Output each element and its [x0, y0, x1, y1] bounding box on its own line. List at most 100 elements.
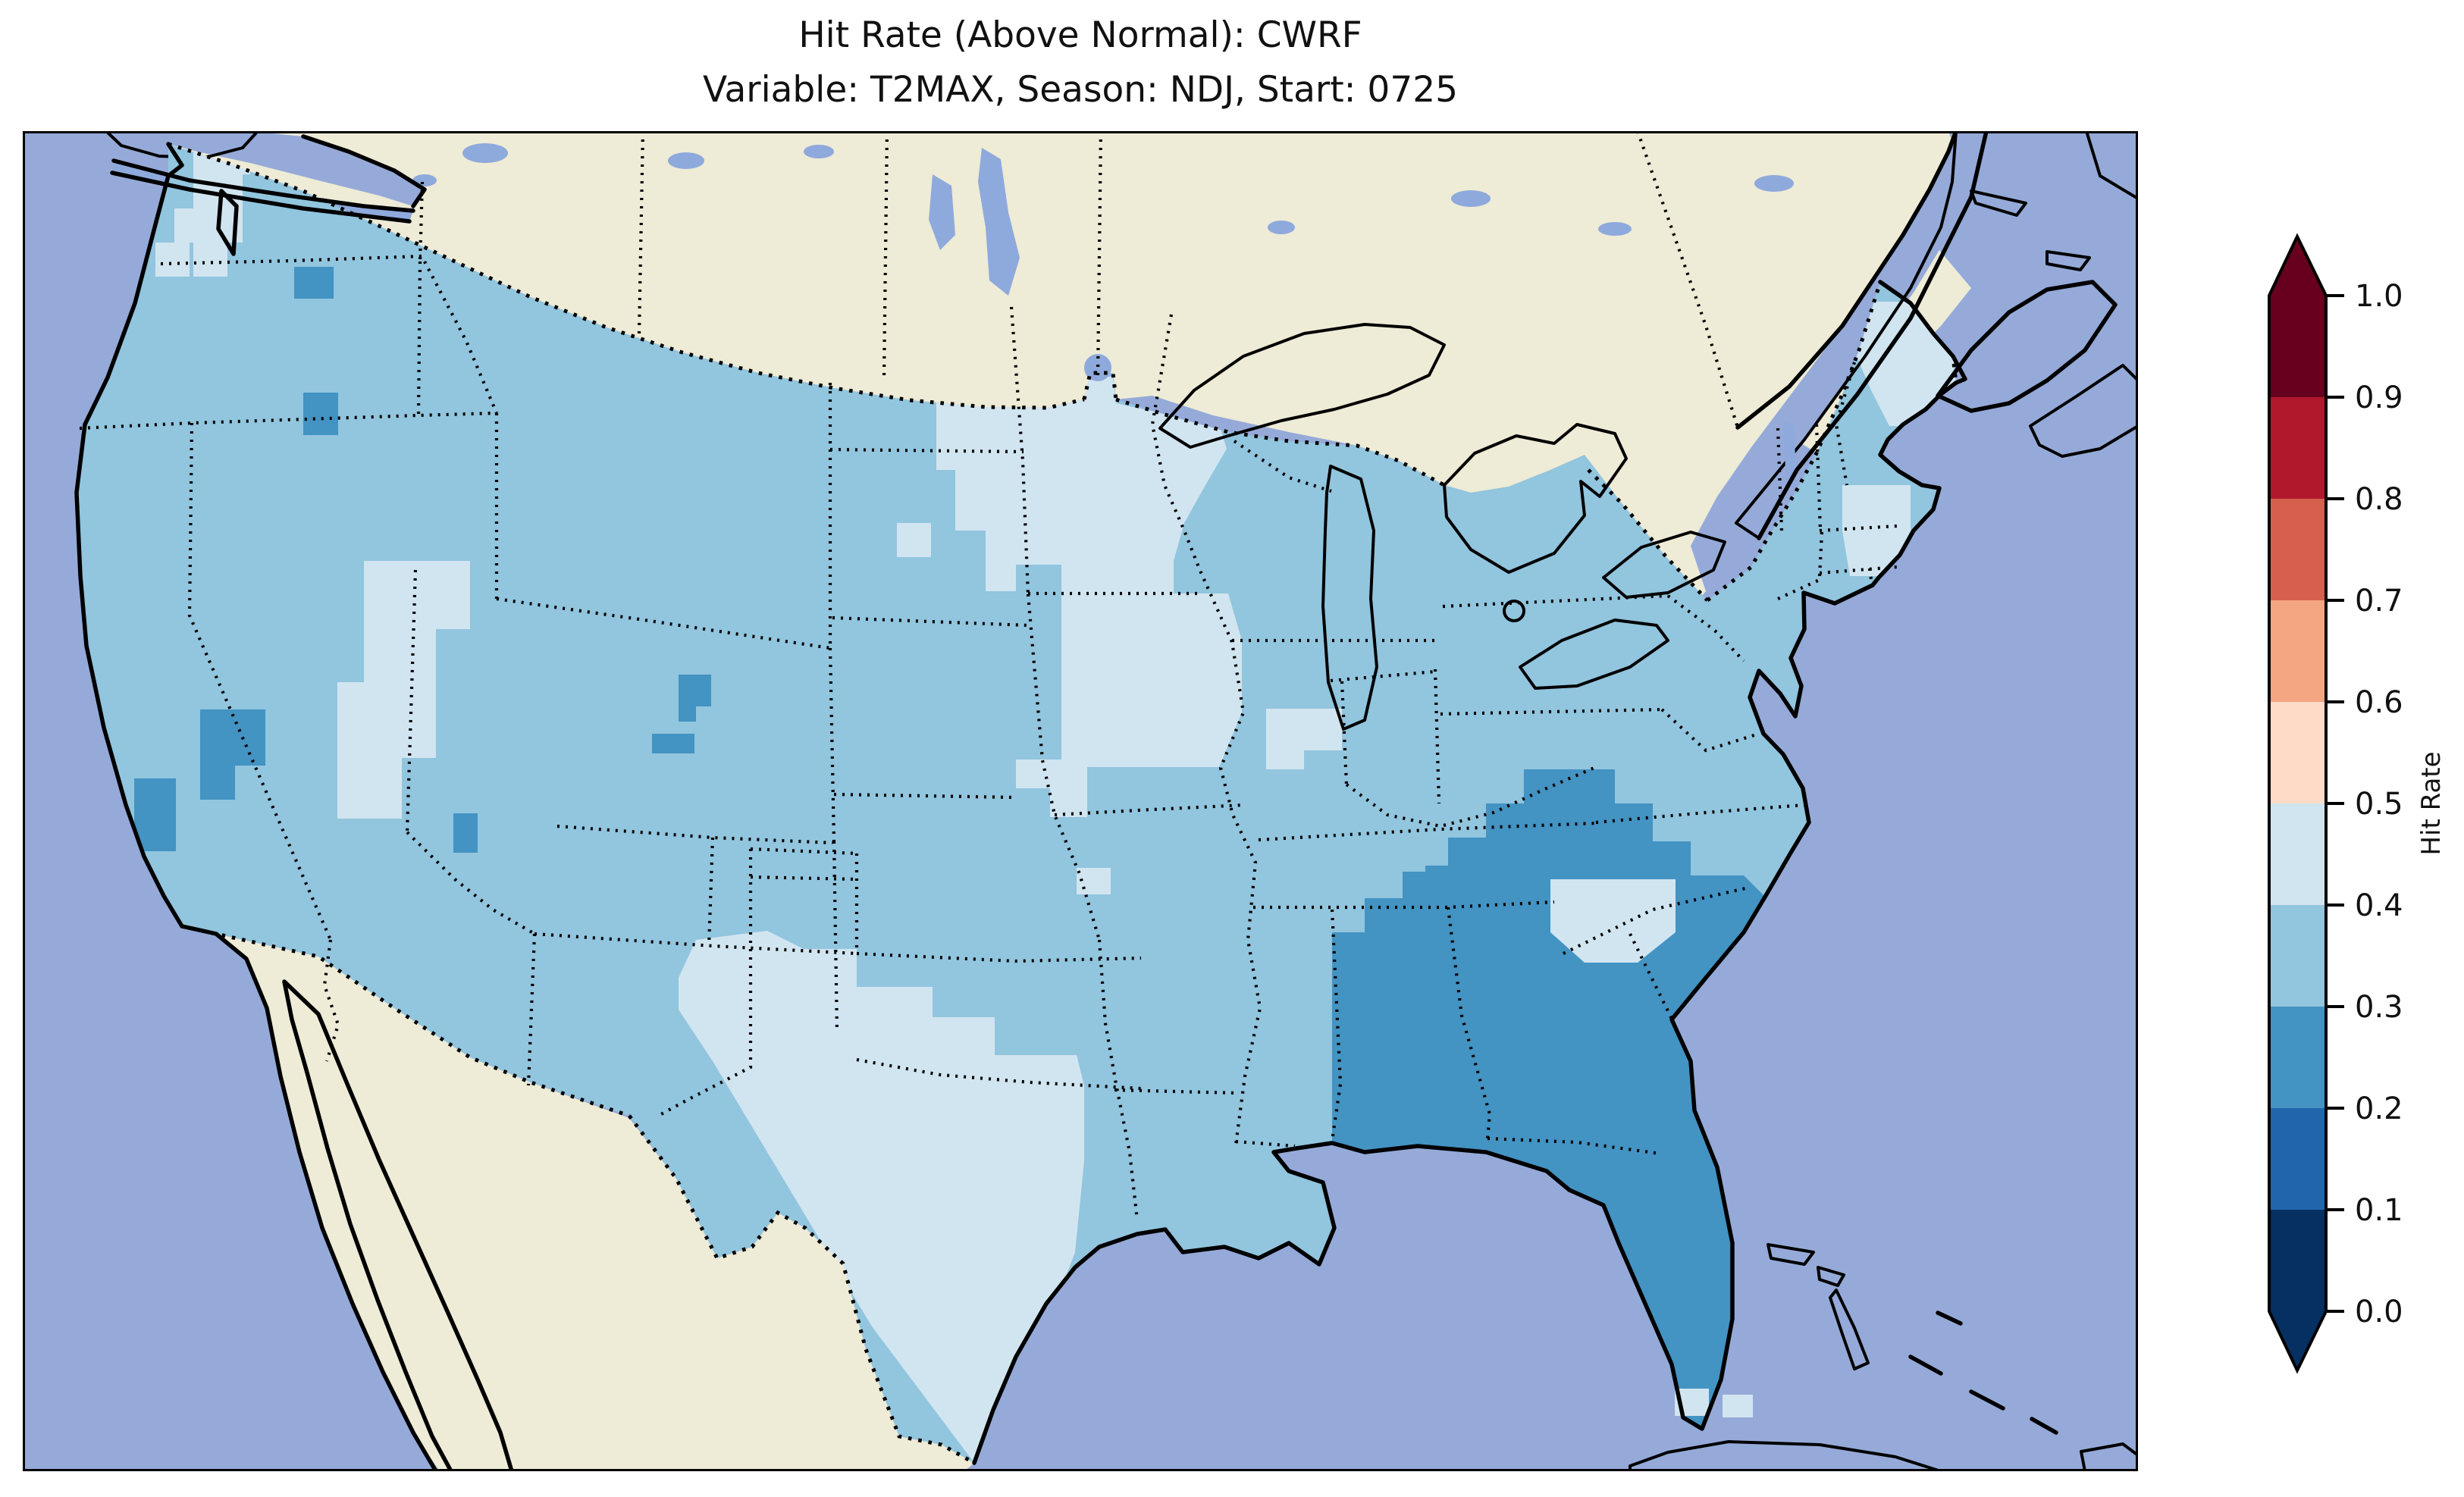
cuba: [1629, 1440, 1942, 1471]
state-border-line: [856, 1057, 1142, 1091]
state-border-line: [1026, 593, 1102, 941]
state-border-line: [856, 951, 1142, 963]
state-border-line: [750, 847, 857, 856]
canada-land: [168, 131, 1956, 631]
cells-puget-high: [174, 144, 250, 277]
colorbar-tick-label: 0.1: [2355, 1193, 2403, 1228]
cells-central-ca-low: [134, 778, 176, 851]
state-border-line: [405, 569, 418, 833]
figure-title: Hit Rate (Above Normal): CWRF: [798, 14, 1362, 56]
state-border-line: [1666, 594, 1745, 662]
canada-lake-7: [1268, 221, 1295, 234]
state-border-line: [1345, 766, 1597, 828]
baja-outer-coastline: [180, 924, 438, 1471]
state-border-line: [1340, 681, 1349, 785]
country-border-line: [181, 924, 630, 1118]
state-border-line: [322, 939, 340, 1062]
colorbar-outline: [2268, 233, 2328, 1374]
fundy-maine-coastline: [1878, 280, 2118, 413]
prince-edward-island: [2045, 250, 2091, 271]
state-border-line: [1235, 1139, 1296, 1148]
country-border-line: [1115, 397, 1446, 487]
colorbar-segment-4: [2269, 803, 2326, 905]
lake-st-clair: [1503, 600, 1525, 622]
colorbar-segment-0: [2269, 1210, 2326, 1311]
nova-scotia: [2029, 364, 2138, 458]
state-border-line: [1009, 306, 1030, 595]
cells-oregon-low-1: [294, 267, 334, 299]
state-border-line: [707, 837, 715, 947]
state-border-line: [416, 261, 422, 416]
state-border-line: [187, 422, 332, 941]
mexico-land: [182, 926, 974, 1471]
gulf-atlantic-coastline: [972, 381, 1958, 1465]
country-border-line: [168, 142, 1085, 410]
cells-ks-high: [1077, 868, 1111, 894]
colorbar-tick-label: 0.3: [2355, 990, 2403, 1025]
bahamas-cays-2: [1969, 1389, 2005, 1411]
cells-nplains-high: [936, 352, 1227, 593]
bahamas-cays-1: [1908, 1355, 1943, 1376]
colorbar-arrow-under: [2269, 1311, 2326, 1370]
bahamas-1: [1766, 1243, 1815, 1266]
cells-arizona-low: [453, 813, 478, 853]
canada-lake-5: [1598, 222, 1632, 236]
colorbar-tick-label: 0.5: [2355, 787, 2403, 822]
canada-lake-3: [804, 145, 834, 158]
country-border-line: [627, 1114, 976, 1465]
hispaniola: [2080, 1442, 2138, 1471]
anticosti-island: [1970, 189, 2027, 217]
bahamas-2: [1817, 1266, 1845, 1287]
cells-idaho-high-1: [364, 561, 470, 682]
cells-texas-high: [679, 931, 1084, 1463]
state-border-line: [1114, 1088, 1237, 1095]
cells-mass-high: [1842, 485, 1911, 576]
state-border-line: [79, 411, 497, 431]
state-border-line: [526, 933, 537, 1086]
colorbar-tick-label: 0.6: [2355, 685, 2403, 720]
colorbar-label: Hit Rate: [2416, 751, 2447, 855]
colorbar-segment-3: [2269, 905, 2326, 1007]
colorbar-segments: [2269, 236, 2326, 1370]
colorbar-segment-8: [2269, 397, 2326, 499]
lake-manitoba: [929, 174, 955, 250]
cells-stray-high-nd: [897, 523, 931, 557]
newfoundland-corner: [2085, 131, 2138, 200]
gulf-california-coastline: [282, 979, 514, 1471]
coastlines: [74, 131, 2118, 1471]
lake-huron: [1443, 423, 1628, 574]
state-border-line: [833, 792, 1017, 800]
state-border-line: [1440, 707, 1663, 716]
strait-juan-de-fuca: [112, 161, 413, 221]
figure-subtitle: Variable: T2MAX, Season: NDJ, Start: 072…: [703, 69, 1458, 111]
state-border-line: [160, 254, 422, 266]
state-border-line: [660, 849, 753, 1116]
conus-data-field: [77, 144, 1956, 1463]
state-borders: [79, 131, 1898, 1221]
state-border-line: [423, 261, 498, 414]
puget-coastline: [216, 189, 239, 256]
lake-michigan: [1321, 465, 1378, 731]
cells-iowa-high: [1061, 593, 1242, 767]
state-border-line: [637, 131, 645, 334]
pacific-coastline: [74, 174, 184, 929]
cells-tahoe-low: [200, 709, 265, 800]
colorbar-tick-label: 1.0: [2355, 279, 2403, 314]
data-cells: [134, 144, 1956, 1463]
state-border-line: [1660, 708, 1760, 753]
state-border-line: [1446, 907, 1492, 1139]
state-border-line: [1330, 669, 1436, 683]
cells-il-in-high: [1266, 709, 1342, 769]
colorbar-segment-9: [2269, 296, 2326, 397]
st-lawrence-banks: [1735, 131, 1989, 540]
canada-lake-6: [1754, 175, 1794, 192]
lake-erie: [1519, 619, 1669, 690]
cells-utah-low-2: [652, 734, 694, 753]
cells-utah-low-1: [679, 675, 711, 722]
country-border-line: [1587, 468, 1709, 602]
colorbar-segment-5: [2269, 702, 2326, 803]
state-border-line: [1433, 669, 1441, 804]
colorbar-tick-label: 0.2: [2355, 1091, 2403, 1126]
colorbar-segment-6: [2269, 600, 2326, 702]
